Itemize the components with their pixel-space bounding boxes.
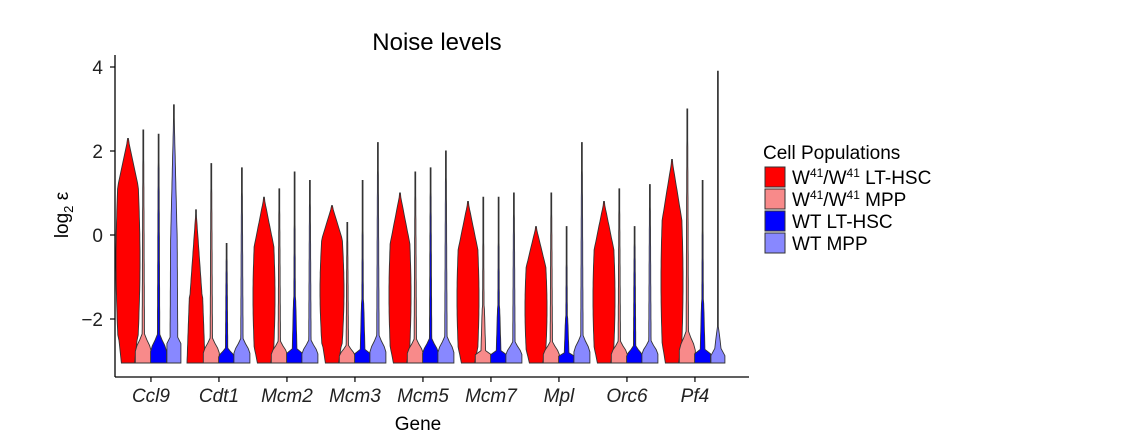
violin-orc6-s2 <box>610 188 628 364</box>
legend-swatch <box>764 232 786 254</box>
violin-mpl-s4 <box>573 142 591 364</box>
x-tick-label: Mcm5 <box>397 386 449 407</box>
violin-mcm3-s4 <box>369 142 387 364</box>
violin-ccl9-s4 <box>166 104 182 364</box>
violin-mcm3-s1 <box>319 205 345 364</box>
x-tick-label: Cdt1 <box>199 386 239 407</box>
violin-mcm2-s2 <box>270 188 288 364</box>
violin-mcm7-s2 <box>474 196 492 364</box>
y-axis-ticks: −2 0 2 4 <box>81 58 115 331</box>
legend-swatch <box>764 166 786 188</box>
chart-title: Noise levels <box>372 29 501 56</box>
violin-pf4-s3 <box>694 179 712 364</box>
x-tick-label: Mpl <box>544 386 575 407</box>
violin-mpl-s2 <box>542 192 560 364</box>
x-tick-label: Orc6 <box>606 386 648 407</box>
violin-mcm5-s4 <box>437 150 455 364</box>
violin-mcm5-s2 <box>406 171 424 364</box>
violin-mcm7-s3 <box>490 196 508 364</box>
violin-ccl9-s1 <box>115 137 141 364</box>
violin-ccl9-s3 <box>150 133 168 364</box>
x-axis-ticks: Ccl9 Cdt1 Mcm2 Mcm3 Mcm5 Mcm7 Mpl Orc6 Pf4 <box>132 377 709 407</box>
violin-mcm7-s1 <box>456 200 480 364</box>
legend-swatch <box>764 188 786 210</box>
legend-label: W41/W41 LT-HSC <box>792 166 931 189</box>
violin-pf4-s2 <box>678 108 696 364</box>
y-tick-label: 0 <box>92 226 103 247</box>
x-tick-label: Pf4 <box>681 386 710 407</box>
violin-cdt1-s3 <box>218 242 236 364</box>
violin-orc6-s4 <box>641 184 659 364</box>
plot-area <box>115 70 726 364</box>
violin-mcm3-s2 <box>338 221 356 364</box>
x-axis-title: Gene <box>395 414 441 431</box>
y-tick-label: 2 <box>92 142 103 163</box>
violin-mcm2-s1 <box>252 196 276 364</box>
violin-mcm5-s3 <box>422 167 440 364</box>
violin-mcm7-s4 <box>505 192 523 364</box>
violin-mcm2-s4 <box>301 179 319 364</box>
y-tick-label: −2 <box>81 310 103 331</box>
violin-orc6-s1 <box>592 200 616 364</box>
legend-label: W41/W41 MPP <box>792 188 906 211</box>
violin-mpl-s1 <box>524 226 548 364</box>
y-tick-label: 4 <box>92 58 103 79</box>
legend-swatch <box>764 210 786 232</box>
legend-label: WT MPP <box>792 234 868 255</box>
violin-ccl9-s2 <box>134 129 152 364</box>
x-tick-label: Mcm2 <box>261 386 313 407</box>
violin-cdt1-s1 <box>186 209 206 364</box>
violin-cdt1-s4 <box>233 167 251 364</box>
violin-mcm2-s3 <box>286 171 304 364</box>
violin-orc6-s3 <box>626 226 644 364</box>
violin-pf4-s1 <box>660 158 684 364</box>
x-tick-label: Mcm7 <box>465 386 518 407</box>
violin-mcm5-s1 <box>388 192 412 364</box>
y-axis-title: log2 ε <box>52 191 76 238</box>
x-tick-label: Mcm3 <box>329 386 381 407</box>
legend-title: Cell Populations <box>763 143 900 164</box>
x-tick-label: Ccl9 <box>132 386 170 407</box>
legend-label: WT LT-HSC <box>792 212 893 233</box>
violin-cdt1-s2 <box>202 163 220 364</box>
violin-pf4-s4 <box>710 70 726 364</box>
violin-mpl-s3 <box>558 226 576 364</box>
violin-mcm3-s3 <box>354 179 372 364</box>
